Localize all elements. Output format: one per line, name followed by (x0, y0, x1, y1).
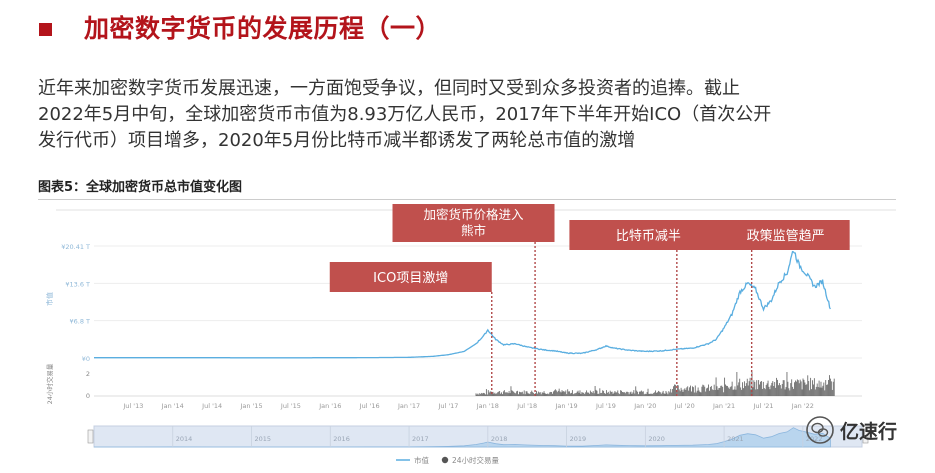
y-tick-label: ¥20.41 T (61, 243, 90, 251)
x-tick-label: Jul '16 (359, 402, 380, 410)
market-cap-line-group (94, 250, 831, 359)
navigator-year-label: 2017 (412, 435, 429, 443)
x-tick-label: Jan '17 (397, 402, 420, 410)
x-tick-label: Jul '21 (753, 402, 774, 410)
x-tick-label: Jan '18 (476, 402, 499, 410)
x-tick-label: Jul '17 (437, 402, 458, 410)
axis-group: ¥20.41 T ¥13.6 T ¥6.8 T ¥0 市值 2 0 24小时交易量 Jul '1… (45, 243, 814, 410)
x-tick-label: Jul '14 (201, 402, 222, 410)
market-cap-series-line (94, 250, 831, 359)
legend-swatch-volume (441, 456, 449, 464)
volume-bars (475, 372, 835, 396)
x-tick-label: Jul '19 (595, 402, 616, 410)
x-tick-label: Jul '13 (122, 402, 143, 410)
watermark-text: 亿速行 (840, 420, 898, 443)
page-title: 加密数字货币的发展历程（一） (84, 14, 442, 43)
annotation-label: ICO项目激增 (373, 271, 448, 286)
x-tick-label: Jan '22 (791, 402, 814, 410)
x-tick-label: Jan '16 (318, 402, 341, 410)
annotation-label: 政策监管趋严 (747, 228, 825, 244)
navigator-series-area (94, 427, 831, 448)
chart-legend: 市值 24小时交易量 (396, 455, 500, 465)
volume-tick-label: 0 (86, 392, 90, 400)
navigator-handle-left (87, 429, 94, 444)
y-tick-label: ¥6.8 T (69, 318, 90, 326)
volume-tick-label: 2 (86, 370, 90, 378)
navigator-year-label: 2018 (491, 435, 508, 443)
navigator-year-label: 2022 (806, 435, 823, 443)
annotation-box (569, 220, 728, 250)
navigator-year-label: 2015 (255, 435, 272, 443)
annotation-box (329, 262, 492, 292)
navigator-year-label: 2020 (648, 435, 665, 443)
caption-divider (38, 199, 896, 200)
body-line: 发行代币）项目增多，2020年5月份比特币减半都诱发了两轮总市值的激增 (38, 130, 636, 151)
x-tick-label: Jan '15 (239, 402, 262, 410)
navigator-year-label: 2014 (176, 435, 193, 443)
annotation-box (721, 220, 850, 250)
x-tick-label: Jan '20 (633, 402, 656, 410)
x-tick-label: Jul '18 (516, 402, 537, 410)
figure-caption: 图表5：全球加密货币总市值变化图 (38, 180, 243, 195)
legend-label-cap: 市值 (414, 455, 429, 465)
wechat-icon (806, 416, 834, 444)
annotation-group: ICO项目激增 加密货币价格进入熊市比特币减半 政策监管趋严 (329, 204, 850, 396)
watermark: 亿速行 (806, 416, 897, 444)
x-tick-label: Jan '14 (161, 402, 184, 410)
y-tick-label: ¥0 (82, 355, 90, 363)
x-tick-label: Jan '21 (712, 402, 735, 410)
title-marker (39, 23, 52, 36)
range-navigator: 2014 2015 2016 2017 2018 2019 2020 2021 2022 (87, 425, 869, 448)
market-cap-chart: ICO项目激增 加密货币价格进入熊市比特币减半 政策监管趋严 ¥20.41 T ¥13… (45, 204, 896, 465)
annotation-label: 加密货币价格进入熊市 (424, 207, 525, 238)
navigator-year-label: 2019 (570, 435, 587, 443)
navigator-year-label: 2016 (333, 435, 350, 443)
x-tick-label: Jul '20 (674, 402, 695, 410)
navigator-handle-right (862, 429, 869, 444)
volume-axis-label: 24小时交易量 (45, 363, 54, 404)
body-line: 近年来加密数字货币发展迅速，一方面饱受争议，但同时又受到众多投资者的追捧。截止 (38, 78, 740, 99)
annotation-label: 比特币减半 (616, 229, 681, 244)
annotation-box (392, 204, 555, 242)
navigator-year-label: 2021 (727, 435, 744, 443)
legend-label-volume: 24小时交易量 (452, 455, 500, 465)
x-tick-label: Jul '15 (280, 402, 301, 410)
y-tick-label: ¥13.6 T (65, 280, 90, 288)
y-axis-label: 市值 (45, 292, 54, 306)
body-paragraph: 近年来加密数字货币发展迅速，一方面饱受争议，但同时又受到众多投资者的追捧。截止 … (38, 76, 908, 154)
x-tick-label: Jan '19 (554, 402, 577, 410)
body-line: 2022年5月中旬，全球加密货币市值为8.93万亿人民币，2017年下半年开始I… (38, 104, 772, 125)
